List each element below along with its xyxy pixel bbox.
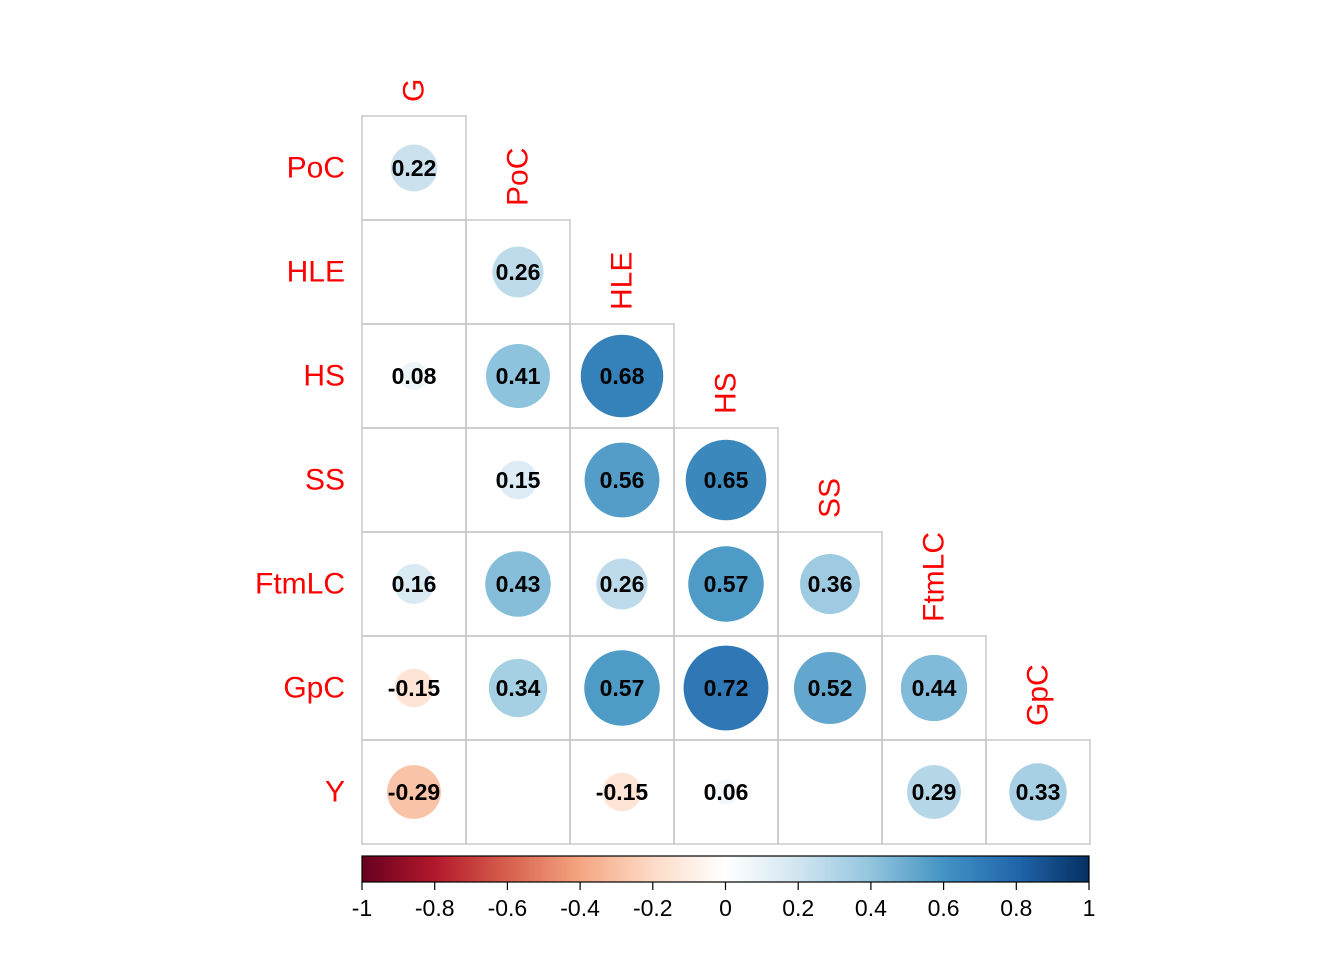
value-label-y-gpc: 0.33 [1016,779,1061,805]
circle-gpc-hle [584,650,660,726]
circle-y-g [387,765,441,819]
colorbar-tick-label: 0.4 [855,895,887,921]
circle-ss-hle [584,442,660,518]
colorbar-tick-label: 0.8 [1000,895,1032,921]
circle-gpc-ftmlc [900,654,968,722]
value-label-gpc-hs: 0.72 [704,675,749,701]
circle-poc-g [390,144,438,192]
value-label-y-hs: 0.06 [704,779,749,805]
column-label-hle: HLE [606,252,639,310]
cell-ss-g [361,427,467,533]
circle-y-hs [713,779,739,805]
row-label-ftmlc: FtmLC [255,568,345,601]
circle-ftmlc-hle [596,558,648,610]
circle-ss-hs [685,439,767,521]
cell-hle-g [361,219,467,325]
value-label-gpc-g: -0.15 [388,675,441,701]
circle-y-hle [602,772,642,812]
row-label-y: Y [325,776,345,809]
colorbar-tick-label: -0.6 [488,895,528,921]
value-label-hs-hle: 0.68 [600,363,645,389]
value-label-y-ftmlc: 0.29 [912,779,957,805]
column-label-poc: PoC [502,148,535,206]
column-label-g: G [398,79,431,102]
colorbar-tick-label: -0.2 [633,895,673,921]
row-label-poc: PoC [287,152,345,185]
colorbar-tick-label: 0.6 [928,895,960,921]
value-label-y-hle: -0.15 [596,779,649,805]
column-label-ss: SS [814,478,847,518]
cells-layer: 0.22 0.26 0.08 0.41 0.68 0.15 0.56 0.65 0.16 0.43… [361,115,1091,845]
circle-gpc-hs [683,645,769,731]
value-label-hs-g: 0.08 [392,363,437,389]
value-label-ftmlc-poc: 0.43 [496,571,541,597]
column-label-hs: HS [710,372,743,414]
column-label-gpc: GpC [1022,664,1055,726]
colorbar-tick-label: -1 [352,895,372,921]
value-label-ftmlc-ss: 0.36 [808,571,853,597]
circle-hs-hle [580,334,664,418]
circle-hle-poc [492,246,544,298]
colorbar: -1 -0.8 -0.6 -0.4 -0.2 0 0.2 0.4 0.6 0.8 1 [352,855,1096,921]
row-label-ss: SS [305,464,345,497]
colorbar-tick-label: 0 [719,895,732,921]
cell-y-ss [777,739,883,845]
circle-ftmlc-g [394,564,434,604]
row-label-hle: HLE [287,256,345,289]
colorbar-tick-label: 0.2 [782,895,814,921]
circle-hs-poc [485,343,551,409]
circle-ftmlc-hs [688,546,764,622]
value-label-ftmlc-hle: 0.26 [600,571,645,597]
circle-y-ftmlc [907,765,961,819]
circle-gpc-g [394,668,434,708]
value-label-gpc-ss: 0.52 [808,675,853,701]
value-label-gpc-poc: 0.34 [496,675,541,701]
value-label-gpc-hle: 0.57 [600,675,645,701]
colorbar-tick-label: -0.4 [560,895,600,921]
colorbar-gradient [361,855,1090,883]
value-label-ss-hs: 0.65 [704,467,749,493]
circle-gpc-poc [488,658,548,718]
value-label-poc-g: 0.22 [392,155,437,181]
value-label-ftmlc-g: 0.16 [392,571,437,597]
circle-ss-poc [498,460,538,500]
circle-hs-g [399,361,429,391]
circle-y-gpc [1009,763,1067,821]
colorbar-tick-label: 1 [1083,895,1096,921]
labels-layer: PoC HLE HS SS FtmLC GpC Y G PoC HLE HS SS FtmLC GpC [255,79,1055,809]
value-label-hs-poc: 0.41 [496,363,541,389]
row-label-gpc: GpC [283,672,345,705]
value-label-y-g: -0.29 [388,779,440,805]
row-label-hs: HS [303,360,345,393]
value-label-hle-poc: 0.26 [496,259,541,285]
value-label-ss-hle: 0.56 [600,467,645,493]
value-label-ftmlc-hs: 0.57 [704,571,749,597]
cell-y-gpc [985,739,1091,845]
circle-ftmlc-ss [800,554,860,614]
colorbar-tick-label: -0.8 [415,895,455,921]
circle-gpc-ss [793,651,867,725]
value-label-ss-poc: 0.15 [496,467,541,493]
cell-y-poc [465,739,571,845]
column-label-ftmlc: FtmLC [918,532,951,622]
value-label-gpc-ftmlc: 0.44 [912,675,957,701]
circle-ftmlc-poc [485,551,551,617]
